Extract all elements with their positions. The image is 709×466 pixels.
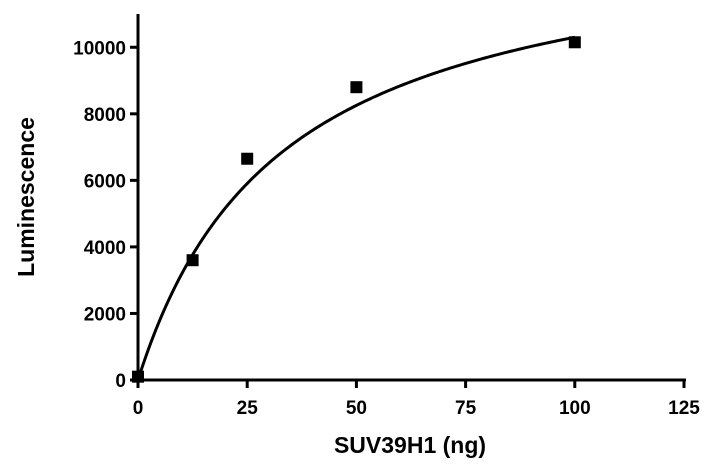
y-tick-label: 8000 [84, 105, 126, 126]
axes [130, 14, 686, 388]
data-point [350, 81, 363, 94]
x-tick-label: 25 [237, 398, 259, 419]
y-tick-label: 6000 [84, 171, 126, 192]
x-tick-label: 75 [455, 398, 477, 419]
data-point [568, 36, 581, 49]
x-tick-label: 125 [668, 398, 700, 419]
x-axis-title: SUV39H1 (ng) [334, 432, 486, 458]
data-point [186, 254, 199, 267]
y-axis-title: Luminescence [13, 117, 39, 277]
y-tick-label: 4000 [84, 238, 126, 259]
plot-area [132, 35, 581, 383]
data-point [241, 152, 254, 165]
x-tick-label: 0 [133, 398, 144, 419]
y-tick-label: 10000 [73, 38, 126, 59]
fit-curve [136, 35, 576, 381]
tick-labels: 0 25 50 75 100 125 0 2000 4000 6000 8000 10000 [73, 38, 700, 419]
x-tick-label: 100 [559, 398, 591, 419]
y-tick-label: 2000 [84, 304, 126, 325]
x-tick-label: 50 [346, 398, 367, 419]
y-tick-label: 0 [115, 371, 126, 392]
